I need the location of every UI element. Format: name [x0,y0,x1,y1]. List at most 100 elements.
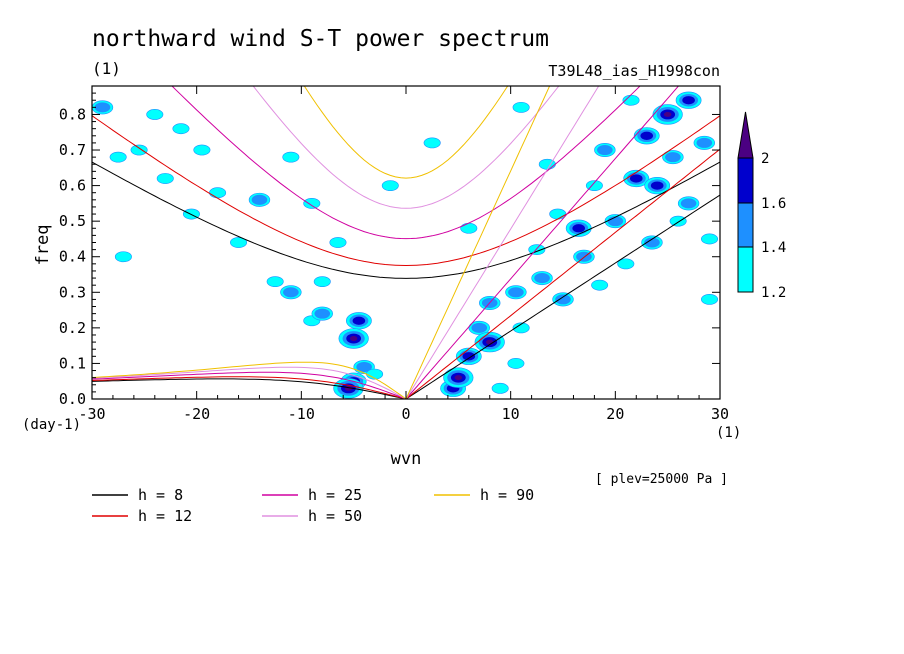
contour-blob [594,143,616,158]
kelvin-curve [405,194,720,399]
kelvin-curve [405,148,720,399]
x-tick-label: 10 [502,405,520,423]
rossby-curve [92,371,407,399]
contour-blob [677,196,700,211]
contour-level [512,322,530,334]
units-label: (1) [92,59,121,78]
contour-level [114,251,132,263]
contour-blob [329,237,347,248]
contour-blob [130,144,148,156]
contour-level [454,375,463,381]
contour-blob [669,215,687,227]
contour-blob [491,382,509,394]
contour-level [591,279,609,291]
contour-level [209,187,227,199]
contour-level [352,316,366,325]
chart-title: northward wind S-T power spectrum [92,26,549,52]
contour-level [462,352,476,361]
kelvin-curve [405,86,680,399]
contour-level [507,358,525,369]
contour-level [193,144,211,156]
experiment-label: T39L48_ias_H1998con [548,62,720,80]
contour-blob [662,150,684,165]
contour-level [644,237,660,248]
contour-level [460,222,478,234]
contour-level [534,273,550,284]
contour-level [640,131,654,140]
contour-blob [338,328,369,349]
contour-level [381,180,399,191]
colorbar-label: 1.2 [761,285,786,301]
y-axis-label: freq [33,225,53,266]
rossby-curve [92,366,407,399]
contour-blob [193,144,211,156]
contour-blob [552,292,574,307]
contour-level [555,294,571,305]
contour-blob [591,279,609,291]
y-tick-label: 0.0 [59,390,86,408]
gravity-curve [252,86,560,209]
contour-blob [345,312,372,330]
colorbar-label: 2 [761,151,769,167]
colorbar-swatch [737,246,754,293]
contour-level [512,101,530,113]
contour-level [251,194,268,205]
contour-blob [303,197,321,209]
y-tick-label: 0.1 [59,354,86,372]
contour-blob [507,358,525,369]
contour-level [423,137,441,149]
rossby-curve [92,378,407,399]
contour-level [663,111,672,117]
colorbar-swatch [737,202,754,248]
colorbar-label: 1.6 [761,196,786,212]
gravity-curve [92,161,720,279]
x-tick-label: -20 [183,405,210,423]
contour-blob [701,294,719,305]
legend-item: h = 8 [92,486,183,504]
contour-level [669,215,687,227]
plot-frame [91,85,721,400]
contour-level [282,151,300,163]
legend-item: h = 12 [92,507,192,525]
contour-blob [209,187,227,199]
contour-blob [528,244,546,256]
contour-blob [585,180,603,191]
contour-level [109,151,127,163]
contour-blob [423,137,441,149]
contour-blob [512,322,530,334]
contour-level [650,181,664,190]
contour-level [617,258,635,270]
rossby-curve [92,376,407,399]
contour-blob [505,285,527,300]
legend-item: h = 50 [262,507,362,525]
legend-item: h = 25 [262,486,362,504]
contour-blob [460,222,478,234]
dispersion-curves [92,86,720,399]
contour-level [146,109,164,120]
contour-level [696,137,713,148]
contour-blob [652,104,683,125]
contour-blob [248,192,271,207]
x-unit-label: (1) [716,425,741,441]
colorbar-swatch [737,157,754,204]
contour-blob [156,173,174,184]
colorbar: 1.2 1.4 1.6 2 [737,111,786,301]
contour-level [585,180,603,191]
contour-level [701,233,719,245]
contour-level [508,287,524,298]
contour-blob [282,151,300,163]
legend-label: h = 90 [480,486,534,504]
contour-level [314,308,331,319]
y-tick-label: 0.4 [59,248,86,266]
x-tick-label: -10 [288,405,315,423]
contour-blob [623,169,650,188]
contour-level [471,322,488,333]
contour-level [528,244,546,256]
contour-blob [280,285,302,300]
contour-level [356,361,372,373]
contour-level [680,198,697,209]
contour-blob [146,109,164,120]
contour-blob [641,235,663,250]
y-tick-label: 0.6 [59,177,86,195]
